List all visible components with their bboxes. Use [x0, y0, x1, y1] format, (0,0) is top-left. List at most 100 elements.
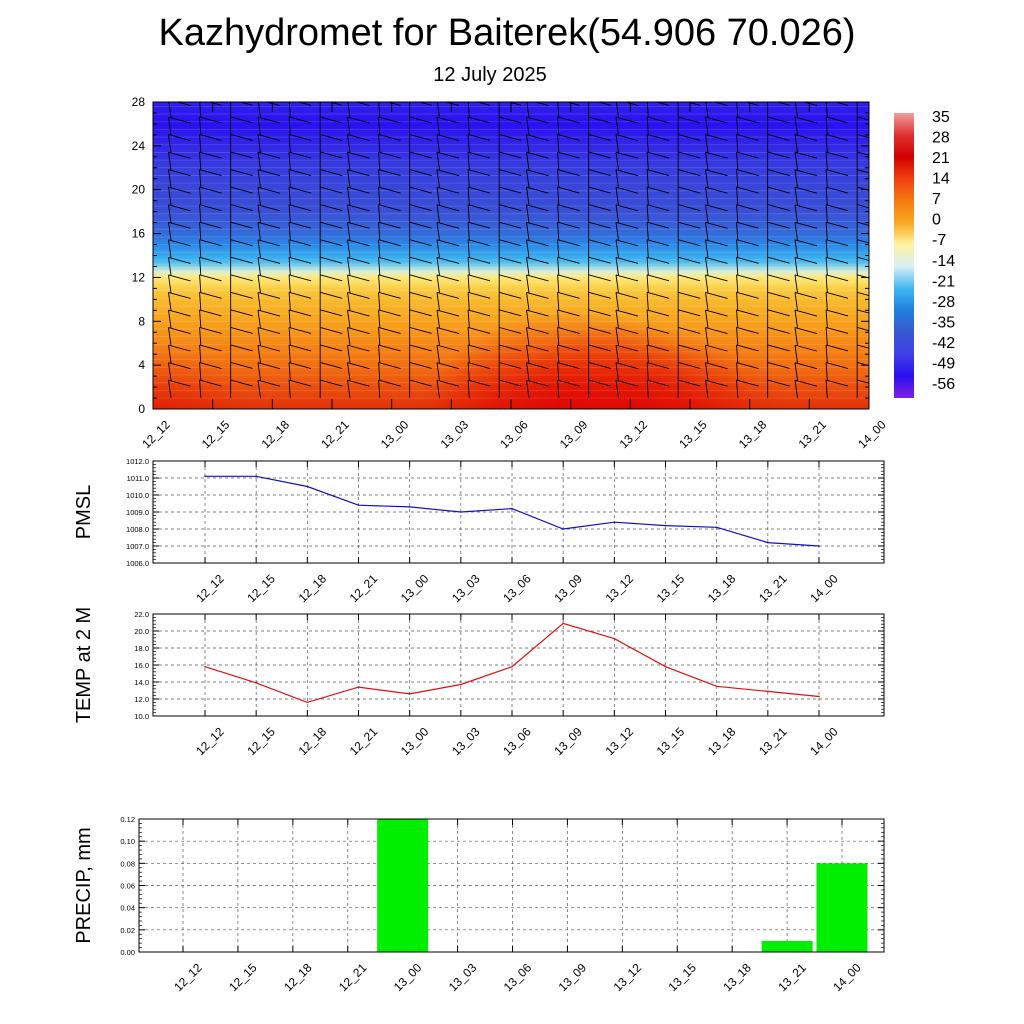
- wind-barb: [378, 292, 381, 311]
- data-point: [460, 511, 462, 513]
- wind-barb-flag: [409, 256, 432, 264]
- wind-barb-flag: [378, 221, 401, 229]
- wind-barb: [378, 309, 381, 328]
- wind-barb: [825, 239, 828, 258]
- wind-barb: [168, 292, 172, 311]
- wind-barb-flag: [230, 256, 253, 264]
- wind-barb-flag: [499, 309, 522, 317]
- data-point: [613, 521, 616, 523]
- wind-barb-flag: [615, 344, 639, 352]
- wind-barb-flag: [526, 169, 549, 177]
- wind-barb-flag: [354, 102, 370, 106]
- wind-barb-flag: [467, 221, 491, 229]
- wind-barb-flag: [557, 134, 580, 141]
- wind-barb-flag: [678, 291, 701, 299]
- wind-barb-flag: [199, 379, 222, 387]
- wind-barb: [288, 362, 291, 381]
- wind-barb: [705, 187, 709, 206]
- wind-barb-flag: [615, 292, 639, 299]
- wind-barb: [347, 239, 351, 258]
- wind-barb-flag: [526, 204, 549, 212]
- wind-barb: [436, 327, 440, 346]
- wind-barb: [288, 151, 291, 171]
- wind-barb: [705, 309, 709, 328]
- wind-barb-flag: [175, 102, 191, 106]
- wind-barb-flag: [588, 379, 611, 387]
- wind-barb: [168, 362, 172, 381]
- x-tick-label: 13_18: [720, 960, 754, 994]
- wind-barb: [705, 222, 709, 241]
- wind-barb-flag: [557, 291, 580, 299]
- wind-barb: [467, 134, 470, 153]
- wind-barb-flag: [646, 344, 670, 352]
- data-point: [818, 545, 820, 547]
- wind-barb-flag: [378, 344, 401, 352]
- y-tick-label: 0.10: [120, 837, 135, 846]
- wind-barb-flag: [825, 327, 849, 334]
- wind-barb-flag: [288, 274, 312, 282]
- wind-barb: [257, 274, 261, 293]
- wind-barb-flag: [705, 151, 728, 159]
- wind-barb: [436, 222, 440, 241]
- wind-barb-flag: [705, 292, 728, 299]
- wind-barb-flag: [646, 309, 670, 317]
- wind-barb-flag: [499, 204, 522, 212]
- wind-barb: [526, 117, 530, 135]
- wind-barb-flag: [767, 326, 790, 334]
- colorbar-label: -35: [932, 314, 955, 331]
- wind-barb: [557, 239, 560, 258]
- wind-barb-flag: [288, 116, 312, 124]
- wind-barb-flag: [467, 362, 491, 369]
- wind-barb: [378, 344, 381, 363]
- wind-barb-flag: [436, 379, 460, 387]
- wind-barb-flag: [767, 134, 790, 141]
- wind-barb: [257, 187, 261, 206]
- wind-barb: [467, 151, 470, 171]
- wind-barb: [526, 134, 530, 153]
- x-tick-label: 12_15: [244, 724, 278, 758]
- y-tick-label: 0: [138, 402, 145, 416]
- wind-barb-flag: [678, 221, 701, 229]
- wind-barb: [526, 152, 530, 171]
- wind-barb-flag: [320, 362, 343, 369]
- wind-barb: [736, 239, 739, 258]
- wind-barb: [794, 117, 798, 135]
- wind-barb: [257, 345, 261, 364]
- wind-barb-flag: [646, 169, 670, 176]
- y-tick-label: 1006.0: [126, 559, 149, 568]
- x-tick-label: 13_12: [603, 571, 637, 605]
- wind-barb: [794, 327, 798, 346]
- wind-barb: [794, 239, 798, 258]
- wind-barb-flag: [557, 221, 580, 229]
- wind-barb: [378, 134, 381, 153]
- wind-barb-flag: [615, 186, 639, 194]
- wind-barb-flag: [705, 362, 728, 370]
- wind-barb: [378, 257, 381, 276]
- wind-barb-flag: [320, 239, 343, 247]
- x-tick-label: 13_03: [449, 724, 483, 758]
- wind-barb-flag: [257, 344, 281, 352]
- y-tick-label: 8: [138, 314, 145, 328]
- wind-barb-flag: [199, 134, 222, 141]
- wind-barb-flag: [857, 256, 869, 261]
- wind-barb-flag: [705, 274, 728, 282]
- x-tick-label: 13_15: [654, 571, 688, 605]
- wind-barb-flag: [288, 239, 312, 247]
- wind-barb-flag: [857, 134, 869, 139]
- data-point: [511, 665, 513, 668]
- wind-barb-flag: [857, 116, 869, 121]
- wind-barb: [557, 292, 560, 311]
- wind-barb-flag: [499, 344, 522, 352]
- x-tick-label: 13_06: [501, 960, 535, 994]
- wind-barb-flag: [168, 134, 191, 142]
- data-point: [562, 622, 564, 625]
- wind-barb: [794, 380, 798, 399]
- wind-barb-flag: [230, 116, 253, 124]
- x-tick-label: 12_15: [244, 571, 278, 605]
- wind-barb: [705, 292, 709, 311]
- x-tick-label: 13_21: [756, 724, 790, 758]
- wind-barb-flag: [767, 186, 790, 194]
- precip-panel: 0.00 0.02 0.04 0.06 0.08 0.10 0.12 12_12 12_15 12…: [73, 815, 885, 994]
- wind-barb-flag: [499, 169, 522, 176]
- wind-barb-flag: [825, 256, 849, 264]
